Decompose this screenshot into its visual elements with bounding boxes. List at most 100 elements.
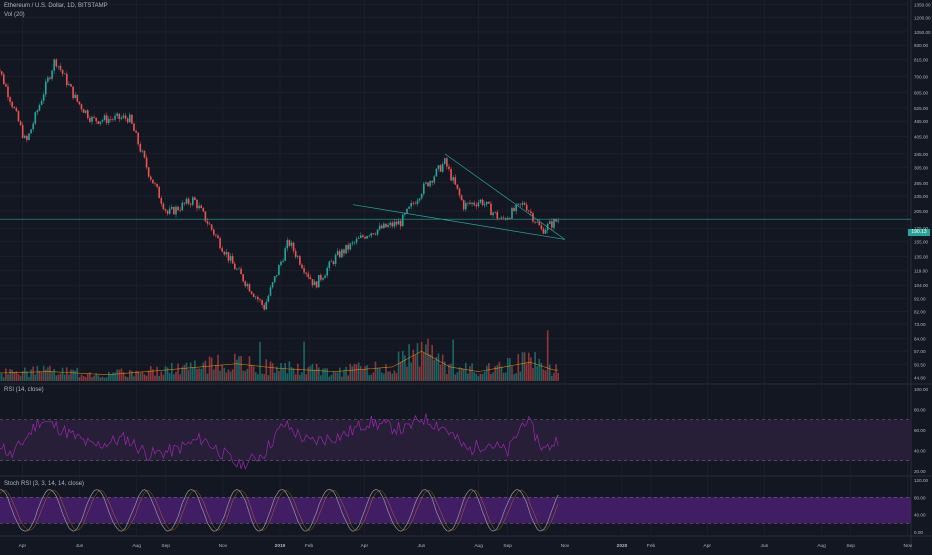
- candle-body: [536, 222, 538, 223]
- volume-bar: [354, 364, 356, 381]
- volume-bar: [396, 373, 398, 381]
- candle-body: [142, 151, 144, 152]
- candle-body: [433, 176, 435, 182]
- candle-body: [196, 200, 198, 208]
- volume-bar: [499, 362, 501, 381]
- candle-body: [492, 213, 494, 215]
- stoch-tick-label: 0.00: [914, 530, 923, 535]
- candle-body: [272, 282, 274, 287]
- candle-body: [169, 209, 171, 214]
- volume-bar: [538, 359, 540, 381]
- volume-bar: [400, 362, 402, 381]
- volume-bar: [146, 376, 148, 381]
- rsi-legend[interactable]: RSI (14, close): [4, 387, 44, 393]
- volume-bar: [398, 352, 400, 381]
- candle-body: [541, 225, 543, 229]
- rsi-tick-label: 40.00: [914, 449, 926, 454]
- volume-bar: [522, 352, 524, 381]
- candle-body: [139, 144, 141, 151]
- price-tick-label: 700.00: [914, 74, 928, 79]
- candle-body: [543, 229, 545, 234]
- candle-body: [26, 136, 28, 140]
- candle-body: [339, 251, 341, 257]
- candle-body: [18, 111, 20, 121]
- candle-body: [74, 95, 76, 98]
- candle-body: [152, 180, 154, 184]
- candle-body: [16, 108, 18, 111]
- volume-bar: [139, 373, 141, 381]
- candle-body: [297, 256, 299, 257]
- candle-body: [484, 204, 486, 205]
- stoch-rsi-legend[interactable]: Stoch RSI (3, 3, 14, 14, close): [4, 481, 84, 487]
- volume-bar: [7, 374, 9, 381]
- symbol-legend[interactable]: Ethereum / U.S. Dollar, 1D, BITSTAMP: [4, 3, 108, 9]
- candle-body: [314, 282, 316, 286]
- volume-bar: [163, 375, 165, 381]
- candle-body: [463, 200, 465, 209]
- volume-bar: [41, 372, 43, 381]
- rsi-tick-label: 60.00: [914, 428, 926, 433]
- price-tick-label: 265.00: [914, 181, 928, 186]
- volume-bar: [251, 365, 253, 381]
- candle-body: [64, 74, 66, 75]
- volume-bar: [85, 377, 87, 381]
- time-tick-label: Sep: [503, 543, 512, 549]
- candle-body: [438, 165, 440, 168]
- volume-bar: [381, 372, 383, 381]
- candle-body: [557, 221, 559, 222]
- volume-bar: [431, 345, 433, 381]
- time-tick-label: Aug: [132, 543, 141, 549]
- volume-bar: [24, 368, 26, 381]
- candle-body: [442, 164, 444, 172]
- volume-bar: [484, 372, 486, 381]
- volume-bar: [39, 371, 41, 381]
- candle-body: [333, 261, 335, 264]
- volume-legend[interactable]: Vol (20): [4, 12, 25, 18]
- volume-bar: [463, 369, 465, 381]
- candle-body: [97, 121, 99, 124]
- candle-body: [223, 252, 225, 255]
- volume-bar: [289, 361, 291, 381]
- volume-bar: [480, 374, 482, 381]
- candle-body: [95, 118, 97, 121]
- volume-bar: [389, 371, 391, 381]
- volume-bar: [555, 364, 557, 381]
- volume-bar: [272, 363, 274, 381]
- volume-bar: [410, 363, 412, 381]
- candle-body: [156, 184, 158, 187]
- price-tick-label: 64.00: [914, 336, 926, 341]
- candle-body: [360, 235, 362, 238]
- volume-bar: [192, 367, 194, 381]
- candle-body: [526, 205, 528, 211]
- candle-body: [102, 120, 104, 121]
- price-tick-label: 92.00: [914, 297, 926, 302]
- time-tick-label: Apr: [19, 543, 27, 549]
- volume-bar: [446, 374, 448, 381]
- candle-body: [286, 240, 288, 248]
- candle-body: [496, 212, 498, 219]
- volume-bar: [406, 367, 408, 381]
- candle-body: [53, 59, 55, 70]
- candle-body: [389, 223, 391, 225]
- candle-body: [312, 279, 314, 285]
- volume-bar: [293, 368, 295, 381]
- candle-body: [457, 184, 459, 188]
- price-tick-label: 119.00: [914, 268, 928, 273]
- volume-bar: [18, 374, 20, 381]
- candle-body: [158, 187, 160, 198]
- candle-body: [394, 222, 396, 227]
- volume-bar: [217, 355, 219, 381]
- volume-bar: [471, 363, 473, 381]
- candle-body: [7, 86, 9, 97]
- volume-bar: [324, 368, 326, 381]
- volume-bar: [356, 365, 358, 381]
- candle-body: [343, 250, 345, 254]
- volume-bar: [72, 370, 74, 381]
- candle-body: [234, 264, 236, 270]
- candle-body: [259, 299, 261, 300]
- candle-body: [68, 84, 70, 85]
- volume-bar: [461, 368, 463, 381]
